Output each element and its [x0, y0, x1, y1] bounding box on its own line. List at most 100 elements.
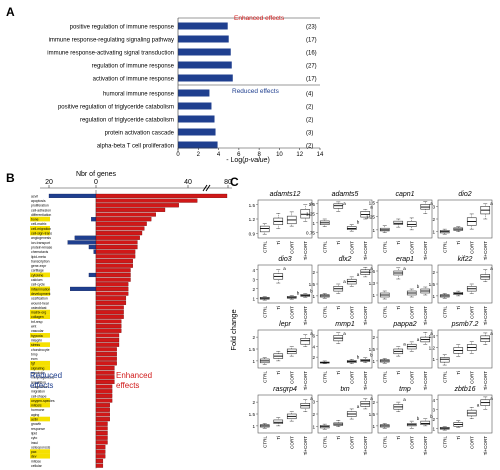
gene-label: cell-shape [31, 394, 47, 398]
gene-label: collagen [31, 315, 44, 319]
group-label: CTRL [262, 306, 267, 318]
ytick-label: 1.5 [249, 412, 256, 417]
ytick-label: 4 [252, 268, 255, 273]
box [393, 218, 404, 228]
enhanced-bar [95, 356, 117, 361]
gene-label: actin [31, 418, 38, 422]
ytick-label: 6 [312, 333, 315, 338]
box: b [346, 220, 360, 232]
box: a [393, 342, 406, 357]
boxplot-panel: tmp 1 1.5 2 CTRL a Ti b CORT b Ti+CORT [369, 386, 434, 455]
enhanced-bar [95, 337, 120, 343]
term-count: (3) [306, 131, 313, 137]
gene-label: response [31, 427, 45, 431]
ytick-label: 1.5 [309, 202, 316, 207]
gene-label: cell-sign-trans [31, 232, 52, 236]
group-label: Ti [336, 241, 341, 245]
reduced-bar [91, 217, 97, 222]
sig-letter: a [357, 272, 360, 277]
box: a [466, 402, 480, 419]
boxplot-panel: kif22 1 1.5 2 CTRL Ti CORT a Ti+CORT [429, 256, 494, 325]
ytick-label: 1.2 [249, 217, 256, 222]
gene-label: cell-cycle [31, 283, 45, 287]
group-label: Ti+CORT [303, 306, 308, 325]
group-label: CTRL [262, 436, 267, 448]
ytick-label: 1 [372, 228, 375, 233]
term-bar [178, 22, 228, 30]
group-label: CTRL [322, 436, 327, 448]
gene-label: dev [31, 455, 37, 459]
enhanced-bar [95, 296, 127, 301]
group-label: CORT [409, 241, 414, 254]
axis-break [205, 184, 211, 192]
box [439, 293, 450, 299]
enhanced-bar [95, 240, 138, 245]
row-highlight [30, 216, 50, 222]
reduced-bar [88, 272, 97, 278]
group-label: Ti+CORT [303, 371, 308, 390]
group-label: CORT [469, 371, 474, 384]
ytick-label: 1.3 [369, 281, 376, 286]
xtick-label: 4 [217, 152, 221, 158]
box: a [333, 201, 346, 212]
box [273, 213, 284, 229]
gene-label: signaling [31, 366, 44, 370]
sig-letter: b [357, 220, 360, 225]
box: b [360, 353, 373, 363]
gene-label: wound-heal [31, 301, 49, 305]
gene-label: development [31, 292, 50, 296]
enhanced-bar [95, 212, 156, 217]
xtick-label: 6 [237, 152, 241, 158]
enhanced-bar [95, 430, 108, 436]
gene-label: cyto [31, 436, 37, 440]
enhanced-bar [95, 333, 120, 338]
box: b [286, 290, 300, 300]
box: a [420, 331, 433, 345]
reduced-label: Reduced effects [30, 371, 62, 390]
boxplot-panel: dlx2 1 1.5 2 CTRL a Ti a CORT a Ti+CORT [309, 256, 374, 325]
ytick-label: 3 [312, 399, 315, 404]
enhanced-bar [95, 449, 106, 454]
gene-title: txn [340, 386, 349, 393]
ytick-label: 2 [372, 400, 375, 405]
row-highlight [30, 314, 50, 320]
gene-label: mitosis [31, 404, 42, 408]
gene-label: bmp [31, 352, 38, 356]
box [319, 423, 330, 430]
boxplot-panel: lepr 1 1.5 2 CTRL Ti CORT a Ti+CORT [249, 321, 314, 390]
enhanced-bar [95, 277, 131, 282]
enhanced-bar [95, 217, 152, 222]
ytick-label: 2 [432, 417, 435, 422]
gene-title: mmp1 [335, 321, 355, 328]
enhanced-bar [95, 305, 124, 310]
enhanced-bar [95, 398, 113, 403]
boxplot-panel: zbtb16 1 2 3 4 CTRL Ti a CORT a Ti+CORT [432, 386, 493, 455]
gene-title: pappa2 [392, 321, 416, 328]
row-highlight [30, 398, 50, 403]
group-label: CTRL [322, 306, 327, 318]
gene-label: oxygen-species [31, 399, 55, 403]
group-label: CTRL [262, 371, 267, 383]
group-label: CTRL [382, 436, 387, 448]
panel-a-xlabel: - Log(p-value) [226, 157, 270, 164]
gene-label: calcium [31, 278, 43, 282]
box: b [300, 289, 313, 298]
group-label: Ti [276, 306, 281, 310]
box [259, 423, 270, 429]
group-label: CTRL [322, 241, 327, 253]
term-bar [178, 61, 232, 69]
box: a [360, 266, 373, 278]
sig-letter: a [403, 397, 406, 402]
box [259, 357, 270, 365]
ytick-label: 1 [372, 424, 375, 429]
group-label: Ti+CORT [423, 436, 428, 455]
sig-letter: a [283, 266, 286, 271]
sig-letter: a [417, 337, 420, 342]
sig-letter: a [490, 266, 493, 271]
gene-label: matrix-org [31, 311, 46, 315]
enhanced-bar [95, 193, 228, 198]
group-label: CORT [349, 306, 354, 319]
box: a [333, 331, 346, 344]
group-label: Ti+CORT [483, 436, 488, 455]
enhanced-bar [95, 365, 115, 371]
